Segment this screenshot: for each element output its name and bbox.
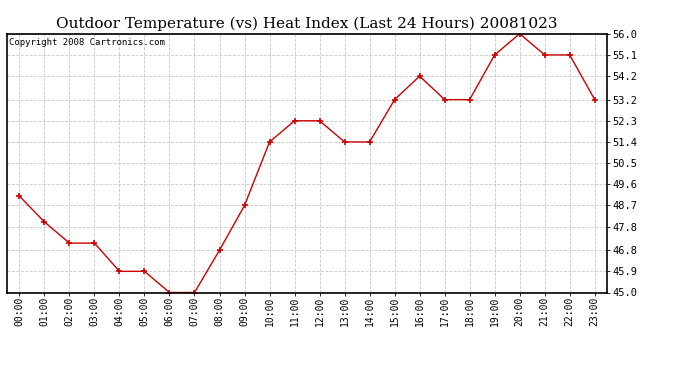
Title: Outdoor Temperature (vs) Heat Index (Last 24 Hours) 20081023: Outdoor Temperature (vs) Heat Index (Las… [57,17,558,31]
Text: Copyright 2008 Cartronics.com: Copyright 2008 Cartronics.com [9,38,165,46]
